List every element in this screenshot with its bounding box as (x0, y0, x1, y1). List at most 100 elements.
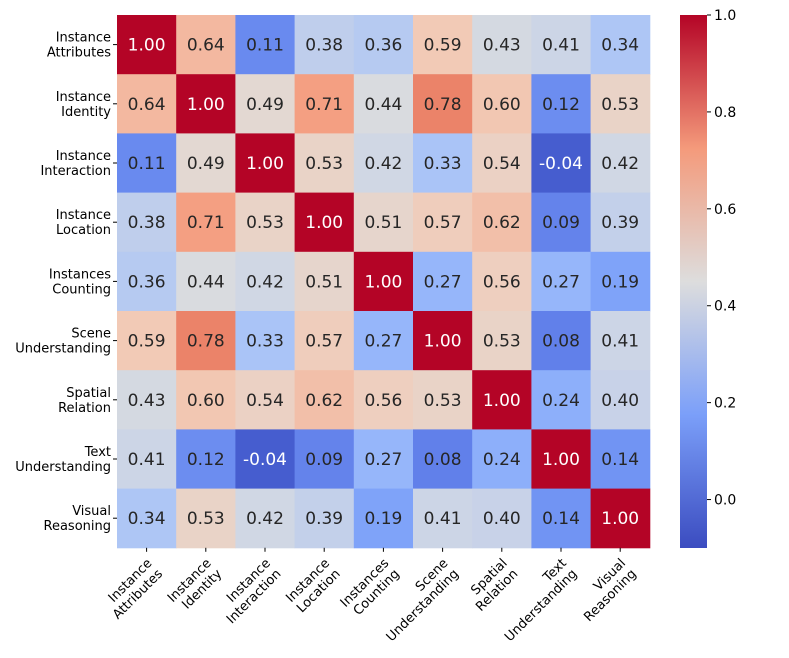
cell-value-label: 0.42 (246, 509, 284, 529)
heatmap-cell-r4-c6 (472, 251, 532, 312)
cell-value-label: 0.51 (305, 272, 343, 292)
cell-value-label: 0.38 (305, 36, 343, 56)
cell-value-label: 0.59 (424, 36, 462, 56)
row-label: Scene Understanding (15, 327, 111, 357)
cell-value-label: 0.78 (424, 95, 462, 115)
heatmap-cell-r7-c0 (117, 429, 177, 490)
heatmap-cell-r4-c8 (590, 251, 651, 312)
cell-value-label: 0.49 (246, 95, 284, 115)
cell-value-label: 0.09 (542, 213, 580, 233)
cell-value-label: 1.00 (424, 332, 462, 352)
cell-value-label: 0.42 (364, 154, 402, 174)
heatmap-cell-r0-c8 (590, 15, 651, 75)
heatmap-cell-r6-c2 (235, 370, 296, 430)
heatmap-cell-r2-c3 (294, 133, 355, 194)
heatmap-cell-r5-c2 (235, 311, 296, 371)
heatmap-cell-r8-c0 (117, 488, 177, 549)
heatmap-cell-r8-c5 (413, 488, 473, 549)
cell-value-label: 1.00 (305, 213, 343, 233)
cell-value-label: 0.41 (542, 36, 580, 56)
heatmap-cell-r1-c7 (531, 74, 592, 134)
column-label: InstanceIdentity (165, 556, 226, 617)
column-label: VisualReasoning (571, 556, 640, 625)
cell-value-label: 0.27 (424, 272, 462, 292)
heatmap-cell-r6-c7 (531, 370, 592, 430)
heatmap-cell-r3-c2 (235, 192, 296, 253)
cell-value-label: 0.71 (305, 95, 343, 115)
colorbar: 0.0 0.2 0.4 0.6 0.8 1.0 (680, 8, 736, 548)
cell-value-label: 0.54 (483, 154, 521, 174)
heatmap-cell-r0-c0 (117, 15, 177, 75)
row-label: Visual Reasoning (44, 504, 111, 534)
cell-value-label: 0.08 (424, 450, 462, 470)
cell-value-label: 1.00 (246, 154, 284, 174)
heatmap-cell-r3-c7 (531, 192, 592, 253)
column-labels: InstanceAttributesInstanceIdentityInstan… (106, 547, 640, 645)
cell-value-label: -0.04 (243, 450, 287, 470)
heatmap-cell-r3-c4 (353, 192, 414, 253)
cell-value-label: 0.53 (424, 391, 462, 411)
row-label: Instance Location (56, 208, 111, 238)
cell-value-label: 0.09 (305, 450, 343, 470)
cell-value-label: 0.11 (246, 36, 284, 56)
cell-value-label: -0.04 (539, 154, 583, 174)
cell-value-label: 0.54 (246, 391, 284, 411)
heatmap-cell-r1-c5 (413, 74, 473, 134)
cell-value-label: 0.39 (305, 509, 343, 529)
heatmap-cell-r8-c1 (176, 488, 236, 549)
cell-value-label: 0.27 (364, 332, 402, 352)
cell-value-label: 0.60 (187, 391, 225, 411)
heatmap-cell-r1-c1 (176, 74, 236, 134)
heatmap-cell-r2-c5 (413, 133, 473, 194)
heatmap-cell-r5-c3 (294, 311, 355, 371)
heatmap-cell-r0-c5 (413, 15, 473, 75)
cell-value-label: 0.62 (483, 213, 521, 233)
cell-value-label: 0.41 (424, 509, 462, 529)
colorbar-gradient (680, 15, 707, 548)
heatmap-cell-r8-c4 (353, 488, 414, 549)
heatmap-cell-r3-c1 (176, 192, 236, 253)
heatmap-cell-r2-c1 (176, 133, 236, 194)
heatmap-cell-r5-c5 (413, 311, 473, 371)
cell-value-label: 0.34 (601, 36, 639, 56)
heatmap-cell-r4-c0 (117, 251, 177, 312)
colorbar-tick-label: 0.4 (714, 299, 736, 315)
heatmap-cell-r6-c3 (294, 370, 355, 430)
cell-value-label: 0.11 (128, 154, 166, 174)
heatmap-cell-r6-c4 (353, 370, 414, 430)
cell-value-label: 0.59 (128, 332, 166, 352)
heatmap-cell-r0-c1 (176, 15, 236, 75)
cell-value-label: 0.41 (128, 450, 166, 470)
heatmap-cell-r6-c1 (176, 370, 236, 430)
heatmap-cell-r7-c2 (235, 429, 296, 490)
heatmap-cell-r2-c2 (235, 133, 296, 194)
heatmap-cell-r7-c7 (531, 429, 592, 490)
cell-value-label: 0.12 (542, 95, 580, 115)
row-label: Instance Attributes (47, 31, 111, 61)
heatmap-cell-r4-c4 (353, 251, 414, 312)
cell-value-label: 0.51 (364, 213, 402, 233)
heatmap-cell-r2-c7 (531, 133, 592, 194)
heatmap-cell-r0-c6 (472, 15, 532, 75)
cell-value-label: 0.64 (128, 95, 166, 115)
cell-value-label: 0.60 (483, 95, 521, 115)
heatmap-cell-r4-c2 (235, 251, 296, 312)
cell-value-label: 0.42 (601, 154, 639, 174)
heatmap-cell-r8-c3 (294, 488, 355, 549)
heatmap-cell-r6-c8 (590, 370, 651, 430)
heatmap-cell-r5-c6 (472, 311, 532, 371)
row-label: Instance Identity (56, 90, 112, 120)
heatmap-cell-r1-c8 (590, 74, 651, 134)
heatmap-cell-r5-c8 (590, 311, 651, 371)
cell-value-label: 0.44 (187, 272, 225, 292)
cell-value-label: 0.56 (483, 272, 521, 292)
cell-value-label: 0.53 (305, 154, 343, 174)
heatmap-cells: 1.00 0.64 0.11 0.38 0.36 0.59 0.43 0.41 0.34 0.64… (117, 15, 651, 549)
heatmap-cell-r4-c3 (294, 251, 355, 312)
cell-value-label: 0.33 (246, 332, 284, 352)
cell-value-label: 0.12 (187, 450, 225, 470)
cell-value-label: 0.43 (483, 36, 521, 56)
colorbar-tick-label: 0.0 (714, 493, 736, 509)
heatmap-cell-r3-c6 (472, 192, 532, 253)
